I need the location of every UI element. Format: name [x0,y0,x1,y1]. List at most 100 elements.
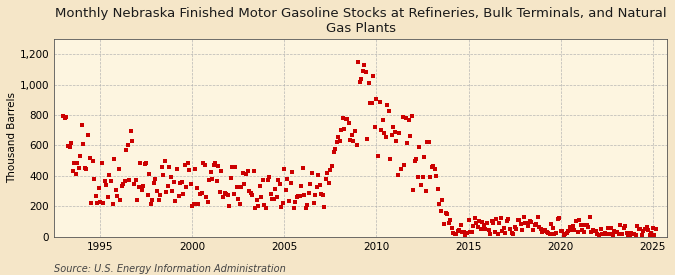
Point [359,62,370,67]
Point [532,215,543,219]
Point [576,228,587,232]
Point [222,193,233,197]
Point [574,218,585,222]
Point [328,150,339,154]
Point [583,225,593,230]
Point [374,100,385,104]
Point [194,192,205,197]
Point [233,197,244,201]
Point [389,130,400,134]
Point [104,172,115,177]
Point [190,166,200,171]
Point [570,219,581,224]
Point [258,178,269,182]
Point [445,218,456,222]
Point [475,226,486,231]
Title: Monthly Nebraska Finished Motor Gasoline Stocks at Refineries, Bulk Terminals, a: Monthly Nebraska Finished Motor Gasoline… [55,7,667,35]
Point [230,164,241,169]
Point [382,103,393,107]
Point [130,178,141,183]
Point [414,145,425,150]
Point [606,226,617,231]
Point [292,195,302,199]
Point [474,219,485,223]
Point [65,141,76,145]
Point [302,203,313,207]
Point [460,233,471,238]
Point [213,163,224,168]
Point [568,224,578,229]
Point [141,161,152,165]
Point [373,153,383,158]
Point [443,221,454,226]
Point [472,225,483,229]
Point [251,197,262,202]
Point [595,226,606,231]
Point [379,131,389,135]
Point [124,178,135,182]
Point [581,223,592,227]
Point [410,159,421,164]
Point [651,227,661,232]
Point [469,216,480,220]
Point [411,157,422,161]
Point [335,128,346,132]
Point [434,202,445,206]
Point [587,227,598,232]
Point [354,80,365,85]
Point [159,158,170,163]
Point [232,185,242,189]
Point [624,232,635,237]
Point [468,224,479,228]
Point [377,118,388,122]
Point [634,227,645,231]
Point [199,163,210,168]
Point [107,202,118,206]
Point [240,172,251,177]
Point [562,230,572,235]
Point [126,129,136,134]
Point [509,224,520,229]
Point [522,221,533,225]
Point [271,195,282,199]
Point [338,116,348,120]
Point [462,231,472,235]
Point [488,221,499,225]
Point [176,180,187,185]
Point [620,224,630,228]
Point [64,144,75,149]
Point [72,161,82,165]
Point [418,155,429,160]
Point [369,125,380,130]
Point [635,226,646,231]
Point [169,179,180,184]
Point [458,230,469,234]
Point [621,230,632,235]
Point [586,229,597,234]
Point [92,201,103,205]
Point [253,204,264,208]
Point [535,227,546,231]
Point [321,177,331,182]
Point [431,174,441,178]
Point [225,176,236,181]
Point [396,167,406,172]
Point [178,191,188,196]
Y-axis label: Thousand Barrels: Thousand Barrels [7,92,17,183]
Point [250,206,261,210]
Point [412,174,423,179]
Point [334,139,345,144]
Point [101,183,112,187]
Point [129,182,140,186]
Point [163,183,173,188]
Point [557,229,568,233]
Point [270,187,281,191]
Point [333,134,344,139]
Point [205,170,216,174]
Point [248,169,259,174]
Point [529,222,540,227]
Point [144,172,155,176]
Point [551,230,562,235]
Point [284,199,294,203]
Point [512,218,523,223]
